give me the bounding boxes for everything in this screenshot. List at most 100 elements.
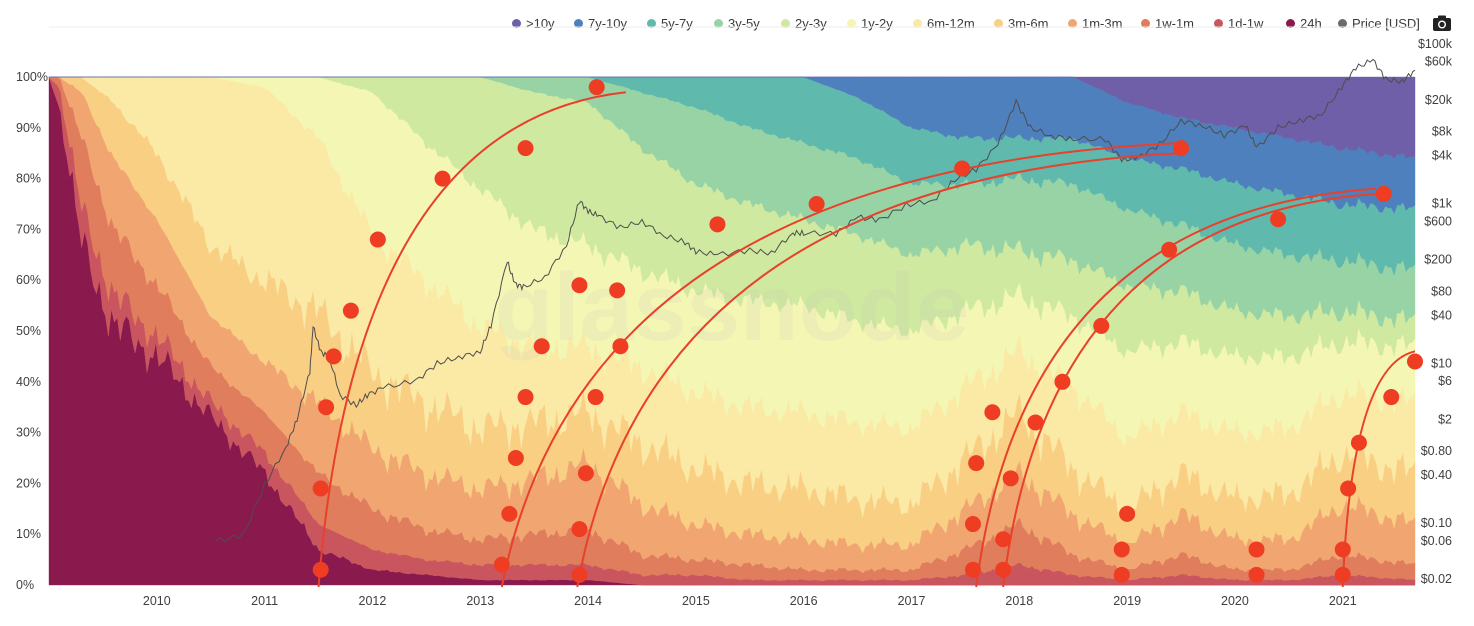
y-left-tick-label: 80% bbox=[16, 172, 41, 186]
annotation-dot bbox=[571, 566, 588, 583]
legend-marker bbox=[1068, 18, 1077, 28]
legend-marker bbox=[781, 18, 790, 28]
annotation-arc bbox=[576, 152, 1182, 588]
annotation-dot bbox=[984, 404, 1001, 421]
annotation-dot bbox=[995, 531, 1012, 548]
annotation-dot bbox=[1113, 566, 1130, 583]
annotation-dot bbox=[571, 521, 588, 538]
annotation-dot bbox=[954, 160, 971, 177]
x-tick-label: 2019 bbox=[1113, 594, 1141, 608]
annotation-dot bbox=[995, 561, 1012, 578]
legend-marker bbox=[1141, 18, 1150, 28]
price-line bbox=[215, 58, 1416, 543]
camera-icon[interactable] bbox=[1432, 14, 1452, 32]
annotation-dot bbox=[1002, 470, 1019, 487]
x-tick-label: 2017 bbox=[898, 594, 926, 608]
y-right-tick-label: $6 bbox=[1438, 374, 1452, 388]
annotation-dot bbox=[571, 277, 588, 294]
x-tick-label: 2014 bbox=[574, 594, 602, 608]
annotation-dot bbox=[507, 450, 524, 466]
annotation-dot bbox=[1161, 241, 1178, 258]
y-right-tick-label: $0.40 bbox=[1421, 468, 1452, 482]
annotation-dot bbox=[1383, 389, 1400, 406]
annotation-dot bbox=[312, 480, 329, 497]
x-tick-label: 2013 bbox=[466, 594, 494, 608]
annotation-dot bbox=[1113, 541, 1130, 558]
annotation-dot bbox=[1375, 185, 1392, 202]
annotation-dot bbox=[1173, 140, 1190, 157]
annotation-dot bbox=[1350, 434, 1367, 451]
x-tick-label: 2011 bbox=[251, 594, 278, 608]
annotation-dot bbox=[517, 389, 534, 406]
y-right-tick-label: $20k bbox=[1425, 93, 1453, 107]
annotation-dot bbox=[312, 561, 329, 578]
annotation-dot bbox=[968, 455, 985, 472]
annotation-dot bbox=[588, 79, 605, 96]
annotation-arc bbox=[975, 187, 1376, 588]
y-left-tick-label: 40% bbox=[16, 375, 41, 389]
y-right-tick-label: $0.06 bbox=[1421, 534, 1452, 548]
annotation-dot bbox=[964, 516, 981, 533]
y-left-tick-label: 50% bbox=[16, 324, 41, 338]
y-right-tick-label: $600 bbox=[1424, 214, 1452, 228]
annotation-dot bbox=[342, 302, 359, 319]
legend-marker bbox=[1338, 18, 1347, 28]
y-right-tick-label: $0.02 bbox=[1421, 572, 1452, 586]
annotation-dot bbox=[1054, 373, 1071, 390]
annotation-dot bbox=[1334, 566, 1351, 583]
x-tick-label: 2015 bbox=[682, 594, 710, 608]
x-tick-label: 2012 bbox=[359, 594, 387, 608]
annotation-dot bbox=[1248, 541, 1265, 558]
legend-marker bbox=[1286, 18, 1295, 28]
x-tick-label: 2010 bbox=[143, 594, 171, 608]
y-right-tick-label: $60k bbox=[1425, 55, 1453, 69]
legend-marker bbox=[1214, 18, 1223, 28]
y-right-tick-label: $1k bbox=[1432, 197, 1453, 211]
annotation-arc bbox=[1341, 350, 1416, 588]
area-band--10y bbox=[49, 76, 1416, 160]
y-right-tick-label: $40 bbox=[1431, 308, 1452, 322]
y-left-tick-label: 100% bbox=[16, 70, 48, 84]
annotation-dot bbox=[517, 140, 534, 157]
x-tick-label: 2018 bbox=[1005, 594, 1033, 608]
legend-marker bbox=[512, 18, 521, 28]
annotation-dot bbox=[434, 170, 451, 187]
y-right-tick-label: $2 bbox=[1438, 412, 1452, 426]
annotation-dot bbox=[609, 282, 626, 299]
y-left-tick-label: 10% bbox=[16, 527, 41, 541]
annotation-dot bbox=[587, 389, 604, 406]
y-right-tick-label: $200 bbox=[1424, 253, 1452, 267]
legend-marker bbox=[647, 18, 656, 28]
annotation-dot bbox=[1093, 317, 1110, 334]
y-right-tick-label: $0.80 bbox=[1421, 444, 1452, 458]
y-left-tick-label: 20% bbox=[16, 476, 41, 490]
annotation-dot bbox=[501, 505, 518, 522]
annotation-dot bbox=[1407, 353, 1423, 370]
x-tick-label: 2016 bbox=[790, 594, 818, 608]
y-right-tick-label: $4k bbox=[1432, 149, 1453, 163]
annotation-dot bbox=[1270, 211, 1287, 228]
annotation-arc bbox=[317, 91, 626, 588]
y-right-tick-label: $10 bbox=[1431, 356, 1452, 370]
legend-marker bbox=[714, 18, 723, 28]
annotation-dot bbox=[709, 216, 726, 233]
annotation-dot bbox=[612, 338, 629, 355]
annotation-dot bbox=[369, 231, 386, 248]
annotation-arc bbox=[1002, 192, 1376, 588]
y-left-tick-label: 60% bbox=[16, 273, 41, 287]
legend-marker bbox=[847, 18, 856, 28]
y-left-tick-label: 70% bbox=[16, 222, 41, 236]
annotation-dot bbox=[808, 196, 825, 212]
legend-marker bbox=[994, 18, 1003, 28]
y-left-tick-label: 90% bbox=[16, 121, 41, 135]
annotation-dot bbox=[318, 399, 335, 416]
annotation-dot bbox=[964, 561, 981, 578]
annotation-dot bbox=[1334, 541, 1351, 558]
annotation-dot bbox=[1027, 414, 1044, 431]
y-right-tick-label: $0.10 bbox=[1421, 516, 1452, 530]
y-left-tick-label: 0% bbox=[16, 578, 34, 592]
annotation-arc bbox=[500, 142, 1182, 588]
annotation-dot bbox=[1119, 505, 1136, 522]
annotation-dot bbox=[325, 348, 342, 365]
